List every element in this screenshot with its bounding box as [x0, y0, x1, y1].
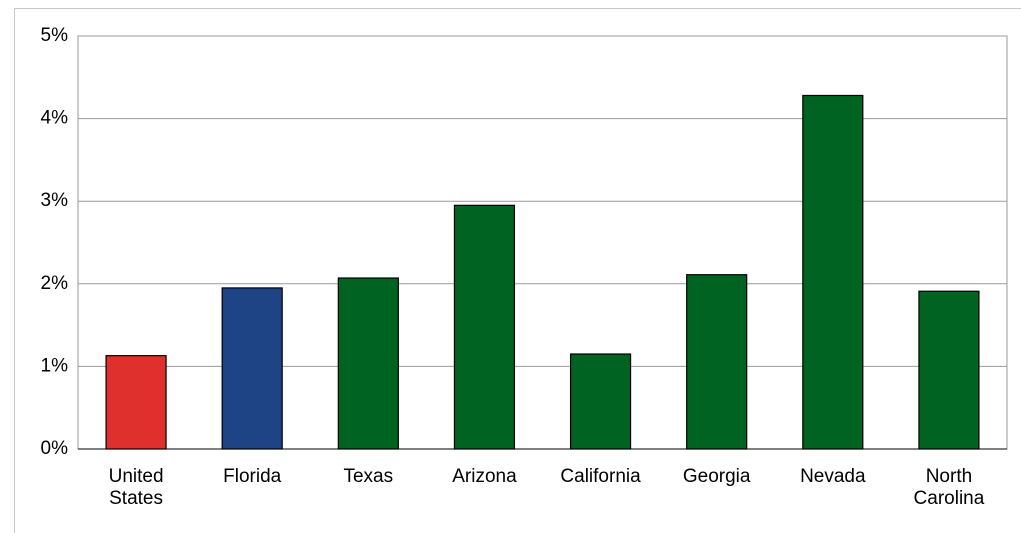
x-tick-label-line: Florida	[223, 466, 282, 487]
bar	[569, 353, 632, 450]
bar	[337, 277, 399, 450]
x-tick-label: North Carolina	[914, 466, 985, 509]
x-tick-label-line: California	[560, 466, 641, 487]
y-tick-label: 0%	[41, 438, 69, 459]
x-tick-label-line: United	[109, 466, 164, 487]
x-tick-label: United States	[109, 466, 164, 509]
x-tick-label-line: North	[926, 466, 972, 487]
x-tick-label: Texas	[343, 466, 393, 487]
bar	[918, 290, 980, 450]
x-tick-label: Florida	[223, 466, 282, 487]
y-tick-label: 2%	[41, 273, 69, 294]
y-tick-label: 3%	[41, 190, 69, 211]
x-tick-label: California	[560, 466, 641, 487]
x-tick-label-line: Arizona	[452, 466, 517, 487]
x-tick-label: Georgia	[683, 466, 751, 487]
bar	[453, 204, 516, 450]
x-tick-label-line: Carolina	[914, 488, 985, 509]
y-tick-label: 1%	[41, 355, 69, 376]
x-tick-label: Arizona	[452, 466, 517, 487]
x-tick-label: Nevada	[800, 466, 866, 487]
plot-area	[77, 35, 1008, 450]
x-tick-label-line: States	[109, 488, 163, 509]
bar	[686, 274, 748, 450]
chart-border	[14, 8, 1021, 533]
y-tick-label: 5%	[41, 25, 69, 46]
bar	[221, 287, 283, 450]
x-tick-label-line: Texas	[343, 466, 393, 487]
bar	[105, 355, 167, 450]
bar	[802, 94, 864, 450]
y-tick-label: 4%	[41, 108, 69, 129]
x-tick-label-line: Georgia	[683, 466, 751, 487]
x-tick-label-line: Nevada	[800, 466, 866, 487]
